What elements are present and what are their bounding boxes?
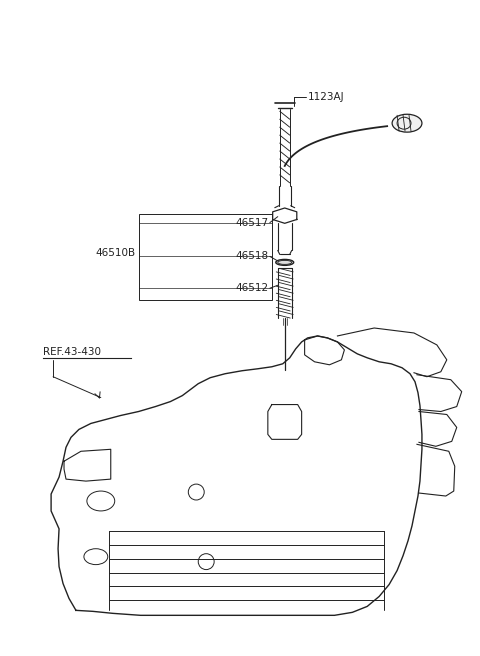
Text: 46517: 46517: [236, 218, 269, 228]
Ellipse shape: [276, 259, 294, 266]
Text: REF.43-430: REF.43-430: [43, 347, 101, 357]
Text: 46512: 46512: [236, 283, 269, 293]
Text: 46510B: 46510B: [96, 249, 136, 258]
Ellipse shape: [392, 114, 422, 132]
Text: 46518: 46518: [236, 251, 269, 262]
Text: 1123AJ: 1123AJ: [308, 92, 344, 102]
Bar: [139, 214, 272, 300]
